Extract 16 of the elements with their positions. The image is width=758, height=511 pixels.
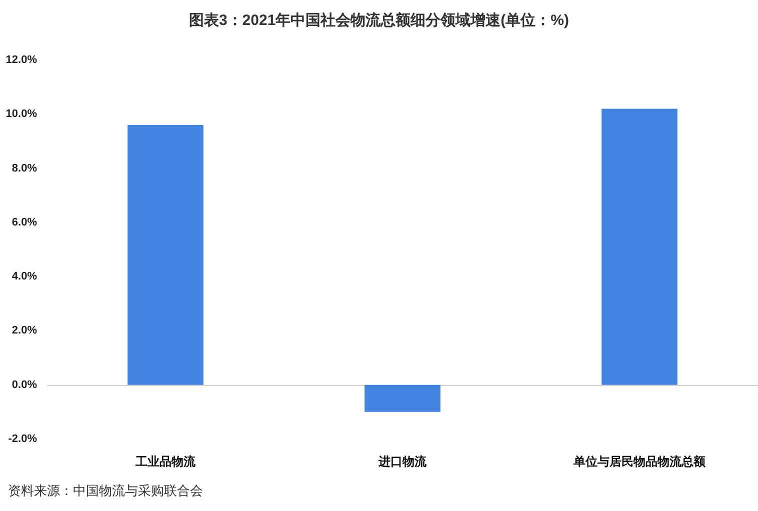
x-tick-label: 工业品物流 — [134, 454, 196, 469]
text: 资料来源：中国物流与采购联合会 — [8, 482, 203, 500]
y-tick-label: 0.0% — [12, 378, 38, 391]
y-tick-label: 2.0% — [12, 324, 38, 337]
x-tick-label: 单位与居民物品物流总额 — [572, 454, 706, 469]
y-tick-label: 12.0% — [6, 54, 38, 66]
chart-title: 图表3：2021年中国社会物流总额细分领域增速(单位：%) — [188, 11, 570, 31]
bar — [128, 124, 204, 385]
bar — [364, 384, 440, 412]
bar — [602, 108, 678, 385]
y-tick-label: 10.0% — [6, 108, 38, 120]
y-tick-label: 6.0% — [12, 216, 38, 228]
y-tick-label: 8.0% — [12, 162, 38, 174]
x-tick-label: 进口物流 — [378, 454, 428, 469]
y-tick-label: -2.0% — [8, 433, 38, 446]
y-tick-label: 4.0% — [12, 270, 38, 283]
